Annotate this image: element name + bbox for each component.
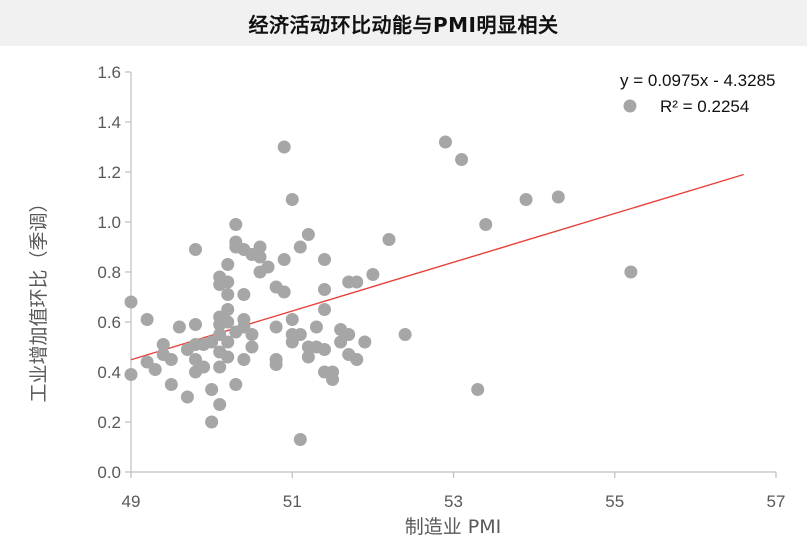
- data-point: [301, 350, 315, 364]
- x-axis-label: 制造业 PMI: [405, 516, 502, 538]
- data-point: [277, 253, 291, 266]
- data-point: [172, 320, 186, 334]
- data-point: [326, 373, 340, 386]
- data-point: [624, 265, 638, 279]
- chart-title-banner: 经济活动环比动能与PMI明显相关: [0, 0, 807, 46]
- data-point: [180, 390, 194, 404]
- data-point: [140, 313, 154, 326]
- data-point: [293, 433, 307, 446]
- y-tick-label: 0.4: [97, 363, 121, 382]
- data-point: [221, 335, 235, 349]
- data-point: [285, 193, 299, 206]
- data-point: [229, 218, 243, 231]
- data-point: [285, 313, 299, 326]
- data-point: [221, 258, 235, 271]
- data-point: [156, 338, 170, 351]
- data-point: [293, 240, 307, 254]
- y-tick-label: 1.4: [97, 113, 121, 132]
- y-axis-label: 工业增加值环比（季调）: [28, 193, 50, 402]
- x-tick-label: 49: [122, 492, 141, 511]
- y-tick-label: 0.2: [97, 413, 121, 432]
- y-tick-label: 1.6: [97, 63, 121, 82]
- x-tick-label: 53: [444, 492, 463, 511]
- x-tick-label: 55: [605, 492, 624, 511]
- data-point: [164, 353, 178, 366]
- data-point: [318, 283, 331, 296]
- chart-title: 经济活动环比动能与PMI明显相关: [248, 12, 559, 37]
- data-point: [213, 398, 227, 411]
- data-point: [221, 288, 235, 301]
- data-point: [124, 368, 138, 381]
- legend-marker: [623, 99, 637, 113]
- data-point: [148, 363, 162, 376]
- data-point: [221, 350, 235, 364]
- data-point: [382, 233, 396, 246]
- data-point: [261, 260, 275, 274]
- data-point: [551, 190, 565, 204]
- y-tick-label: 1.0: [97, 213, 121, 232]
- y-tick-label: 0.6: [97, 313, 121, 332]
- data-point: [253, 240, 267, 254]
- data-point: [455, 153, 469, 166]
- data-point: [350, 275, 364, 289]
- data-point: [164, 378, 178, 391]
- data-point: [253, 250, 267, 264]
- data-point: [301, 228, 315, 241]
- data-point: [342, 328, 356, 341]
- data-point: [471, 383, 485, 396]
- data-point: [245, 340, 259, 354]
- data-point: [318, 343, 331, 356]
- data-point: [277, 140, 291, 154]
- data-point: [318, 303, 331, 316]
- data-point: [124, 295, 138, 309]
- data-point: [221, 275, 235, 289]
- data-point: [358, 335, 372, 349]
- trendline-equation: y = 0.0975x - 4.3285: [620, 71, 775, 90]
- data-point: [519, 193, 533, 206]
- data-point: [318, 253, 331, 266]
- data-point: [398, 328, 412, 341]
- data-point: [438, 135, 452, 149]
- y-tick-label: 1.2: [97, 163, 121, 182]
- r-squared-label: R² = 0.2254: [660, 97, 749, 116]
- y-tick-label: 0.8: [97, 263, 121, 282]
- data-points: [124, 135, 638, 446]
- x-tick-label: 57: [767, 492, 786, 511]
- legend: y = 0.0975x - 4.3285 R² = 0.2254: [620, 71, 775, 116]
- axes: 0.0 0.2 0.4 0.6 0.8 1.0 1.2 1.4 1.6 49 51 53 55 57: [97, 63, 785, 511]
- data-point: [189, 243, 202, 256]
- data-point: [221, 315, 235, 329]
- data-point: [221, 303, 235, 316]
- data-point: [366, 268, 380, 281]
- data-point: [189, 318, 202, 331]
- data-point: [309, 320, 323, 334]
- data-point: [269, 358, 283, 371]
- x-tick-label: 51: [283, 492, 302, 511]
- data-point: [213, 360, 227, 374]
- data-point: [277, 285, 291, 299]
- data-point: [205, 415, 219, 429]
- data-point: [269, 320, 283, 334]
- data-point: [293, 328, 307, 341]
- data-point: [350, 353, 364, 366]
- y-tick-label: 0.0: [97, 463, 121, 482]
- data-point: [237, 353, 251, 366]
- data-point: [245, 328, 259, 341]
- data-point: [205, 383, 219, 396]
- data-point: [197, 360, 211, 374]
- data-point: [237, 288, 251, 301]
- data-point: [479, 218, 493, 231]
- data-point: [229, 378, 243, 391]
